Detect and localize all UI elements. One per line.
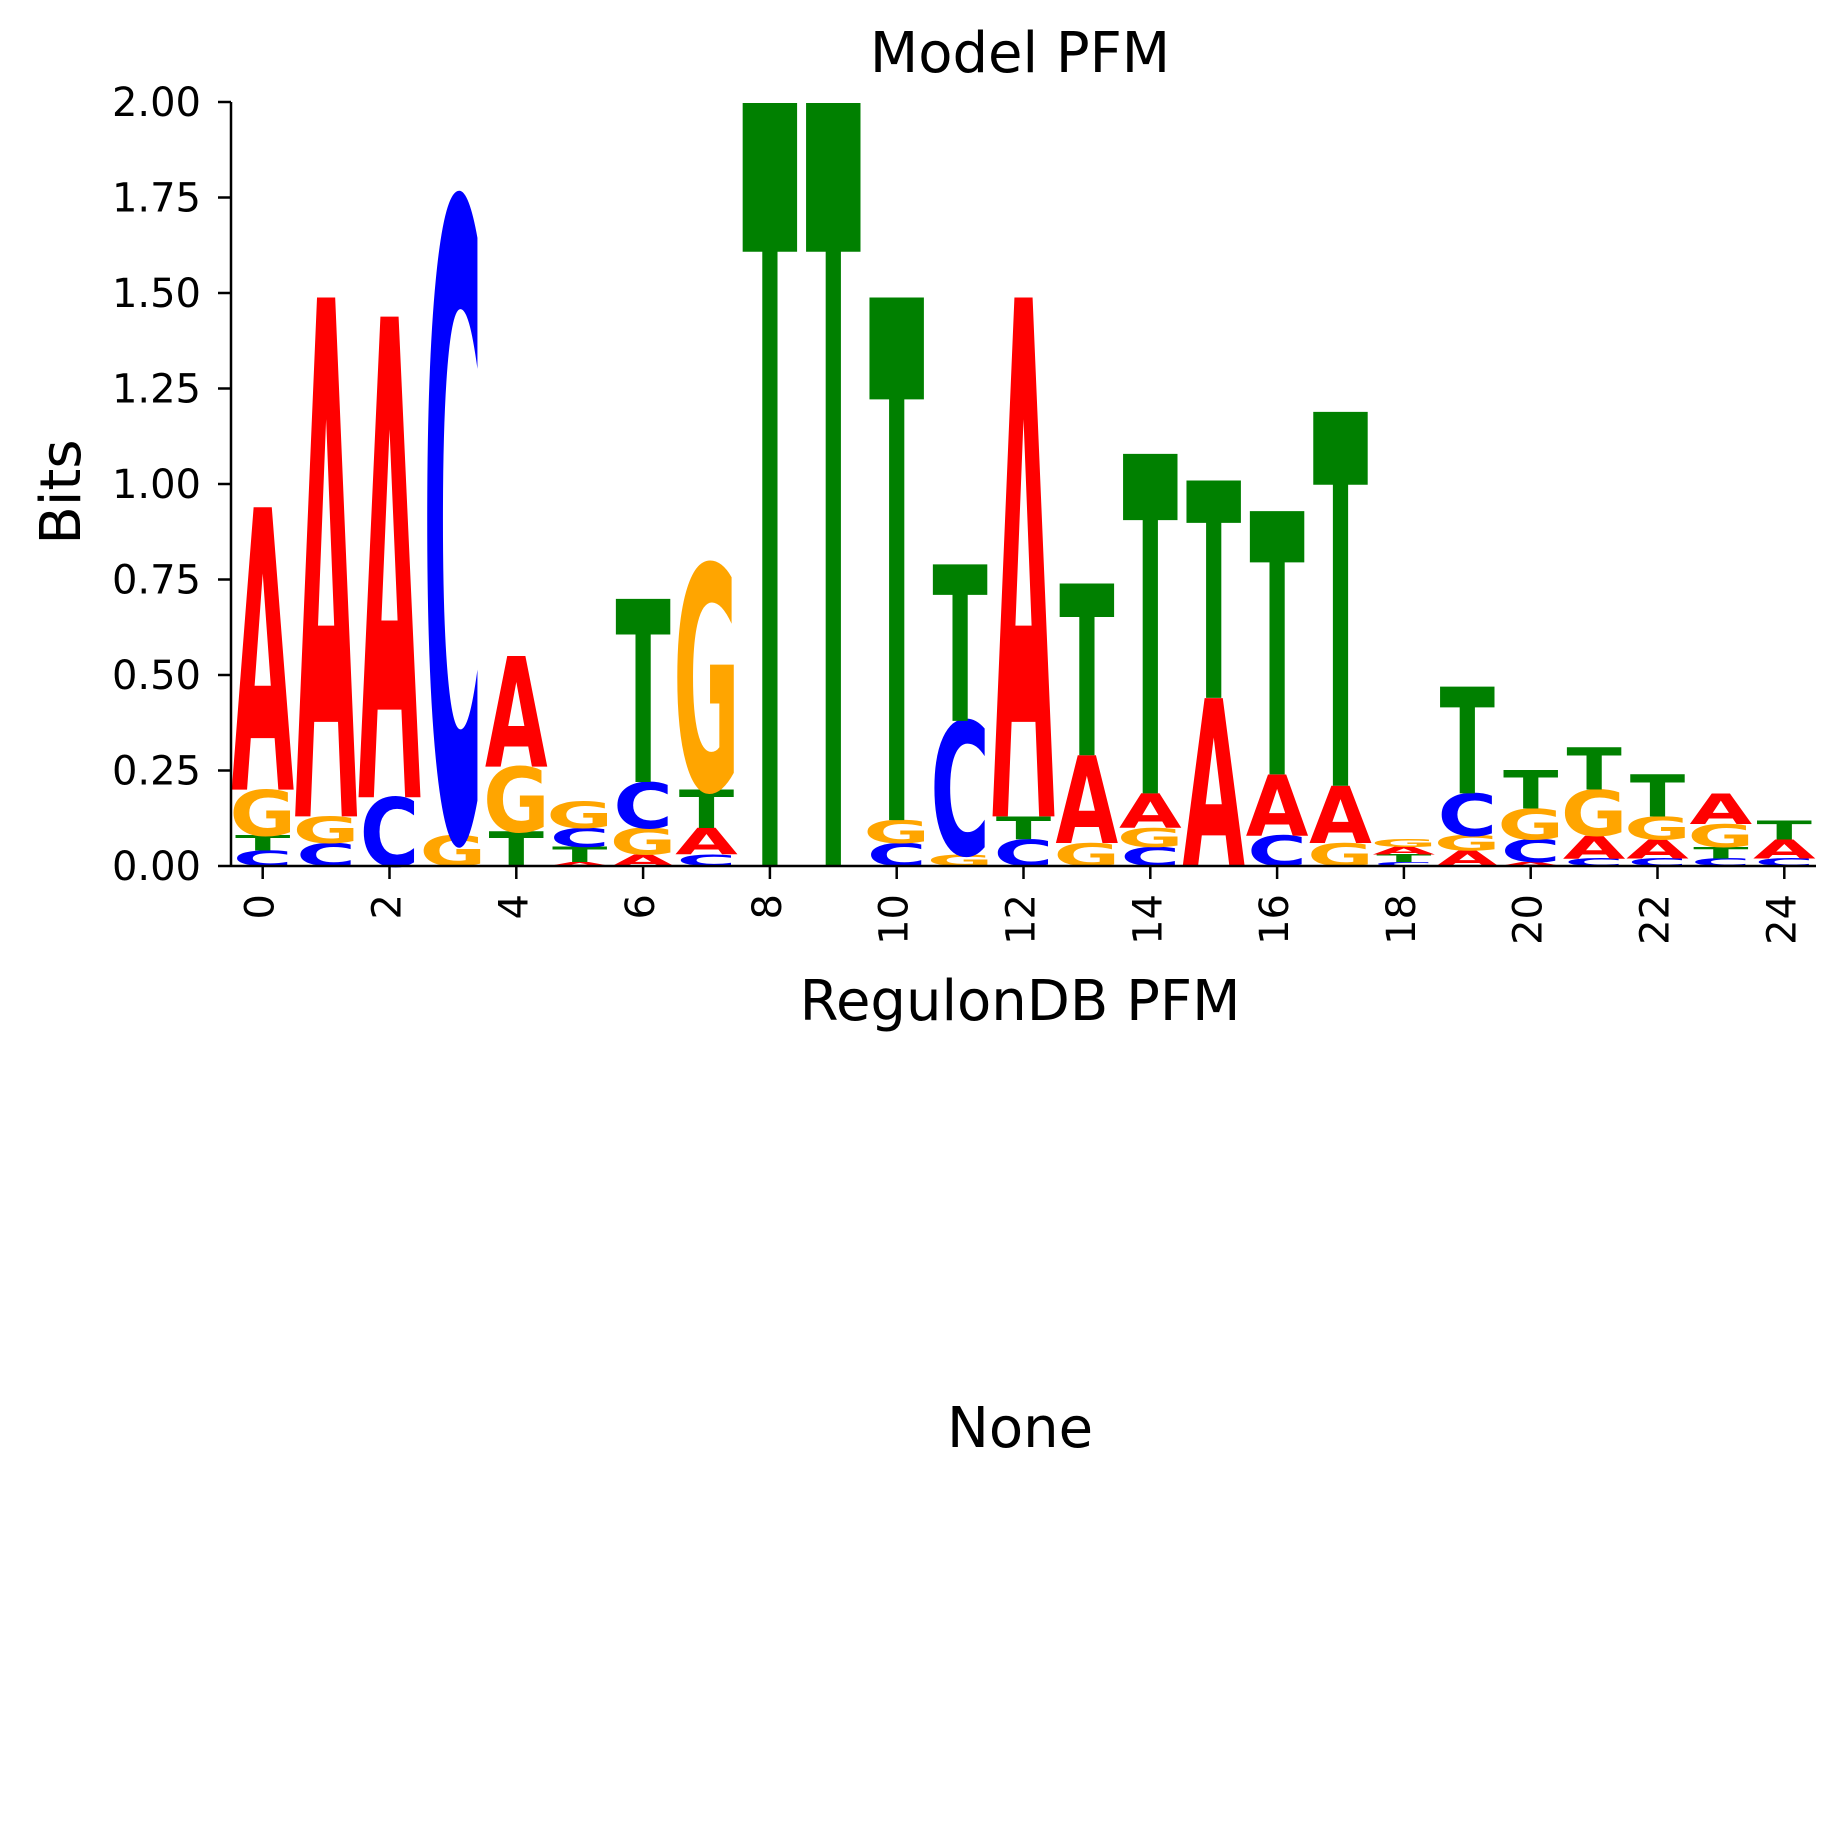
logo-letter-G-pos-5: G xyxy=(546,794,613,837)
logo-letter-T-pos-14: T xyxy=(1123,361,1179,903)
x-tick-label: 2 xyxy=(365,894,411,919)
logo-letter-A-pos-4: A xyxy=(485,626,548,803)
logo-letter-C-pos-19: C xyxy=(1438,782,1497,849)
y-tick-label: 1.00 xyxy=(112,462,201,508)
logo-letter-G-pos-18: G xyxy=(1371,837,1437,849)
logo-letter-T-pos-20: T xyxy=(1503,761,1559,822)
logo-letter-T-pos-24: T xyxy=(1757,815,1812,845)
logo-letter-G-pos-13: G xyxy=(1054,837,1120,873)
logo-letter-A-pos-17: A xyxy=(1309,770,1372,862)
logo-letter-G-pos-0: G xyxy=(229,778,295,851)
y-tick-label: 0.25 xyxy=(112,749,201,795)
x-tick-label: 18 xyxy=(1379,894,1425,945)
logo-letter-G-pos-21: G xyxy=(1561,778,1627,851)
logo-letter-A-pos-14: A xyxy=(1119,784,1182,839)
logo-letter-T-pos-12: T xyxy=(996,811,1051,847)
x-tick-label: 6 xyxy=(618,894,664,919)
empty-panel-label: None xyxy=(947,1396,1093,1461)
x-tick-label: 16 xyxy=(1252,894,1298,945)
y-tick-label: 0.00 xyxy=(112,844,201,890)
logo-letter-T-pos-15: T xyxy=(1186,421,1241,769)
logo-letter-T-pos-7: T xyxy=(679,780,735,841)
x-tick-label: 10 xyxy=(872,894,918,945)
logo-letter-C-pos-6: C xyxy=(613,771,672,844)
logo-letter-G-pos-14: G xyxy=(1117,823,1183,853)
logo-letter-A-pos-2: A xyxy=(358,185,421,953)
logo-letter-A-pos-23: A xyxy=(1690,786,1753,835)
axes: 0.000.250.500.751.001.251.501.752.000 2 4 6… xyxy=(112,80,1816,945)
logo-letter-G-pos-22: G xyxy=(1624,811,1690,847)
logo-letter-A-pos-20: A xyxy=(1499,861,1563,867)
y-tick-label: 1.75 xyxy=(112,176,201,222)
y-axis-label: Bits xyxy=(29,439,94,544)
y-tick-label: 1.50 xyxy=(112,271,201,317)
logo-letter-G-pos-17: G xyxy=(1307,837,1373,873)
y-tick-label: 1.25 xyxy=(112,367,201,413)
logo-letter-A-pos-1: A xyxy=(295,157,358,985)
logo-letter-C-pos-1: C xyxy=(296,837,355,873)
logo-letter-A-pos-7: A xyxy=(675,821,738,864)
x-tick-label: 12 xyxy=(999,894,1045,945)
logo-letter-T-pos-10: T xyxy=(869,155,925,990)
y-tick-label: 0.75 xyxy=(112,558,201,604)
logo-letter-T-pos-6: T xyxy=(615,550,670,842)
logo-letter-C-pos-5: C xyxy=(550,823,609,853)
logo-letter-G-pos-3: G xyxy=(420,828,486,877)
logo-letter-G-pos-23: G xyxy=(1688,818,1754,854)
logo-letter-A-pos-24: A xyxy=(1753,834,1816,864)
logo-letter-T-pos-16: T xyxy=(1249,439,1305,860)
logo-letter-T-pos-8: T xyxy=(742,0,798,1114)
logo-letter-A-pos-12: A xyxy=(992,157,1055,985)
logo-letter-T-pos-18: T xyxy=(1376,852,1432,864)
logo-letter-T-pos-21: T xyxy=(1566,736,1621,803)
logo-letter-G-pos-10: G xyxy=(863,814,929,850)
logo-letter-T-pos-9: T xyxy=(806,0,862,1114)
logo-letter-G-pos-4: G xyxy=(483,750,549,854)
chart-title: Model PFM xyxy=(870,21,1170,86)
logo-letter-T-pos-22: T xyxy=(1630,763,1685,830)
logo-letter-G-pos-20: G xyxy=(1497,801,1563,850)
logo-letter-T-pos-23: T xyxy=(1693,844,1749,862)
logo-letter-A-pos-15: A xyxy=(1182,653,1245,921)
logo-letter-T-pos-11: T xyxy=(932,522,987,772)
x-tick-label: 24 xyxy=(1759,894,1805,945)
x-axis-label: RegulonDB PFM xyxy=(800,969,1241,1034)
logo-letter-G-pos-6: G xyxy=(610,821,677,864)
logo-letter-C-pos-20: C xyxy=(1501,834,1560,870)
logo-letter-C-pos-11: C xyxy=(930,686,989,898)
x-tick-label: 4 xyxy=(491,894,537,919)
logo-letter-T-pos-19: T xyxy=(1440,657,1495,828)
logo-letter-A-pos-21: A xyxy=(1563,830,1626,866)
logo-letter-C-pos-18: C xyxy=(1374,861,1433,867)
x-tick-label: 22 xyxy=(1633,894,1679,945)
x-tick-label: 8 xyxy=(745,894,791,919)
x-tick-label: 0 xyxy=(238,894,284,919)
logo-letter-A-pos-16: A xyxy=(1246,759,1309,856)
y-tick-label: 0.50 xyxy=(112,653,201,699)
x-tick-label: 14 xyxy=(1125,894,1171,945)
logo-letter-A-pos-22: A xyxy=(1626,834,1689,864)
y-tick-label: 2.00 xyxy=(112,80,201,126)
logo-letter-C-pos-3: C xyxy=(423,30,482,1041)
logo-letter-T-pos-17: T xyxy=(1313,309,1369,907)
logo-letter-A-pos-5: A xyxy=(548,861,612,867)
logo-letter-G-pos-1: G xyxy=(293,809,360,852)
logo-letter-A-pos-18: A xyxy=(1373,845,1436,857)
logo-letter-T-pos-0: T xyxy=(235,831,291,855)
x-tick-label: 20 xyxy=(1506,894,1552,945)
logo-letter-A-pos-13: A xyxy=(1056,733,1119,873)
logo-letter-T-pos-5: T xyxy=(552,843,608,867)
logo-letter-G-pos-7: G xyxy=(673,505,739,863)
logo-letter-T-pos-13: T xyxy=(1059,537,1114,811)
logo-letter-A-pos-0: A xyxy=(231,430,294,881)
logo-letter-G-pos-19: G xyxy=(1434,831,1500,855)
